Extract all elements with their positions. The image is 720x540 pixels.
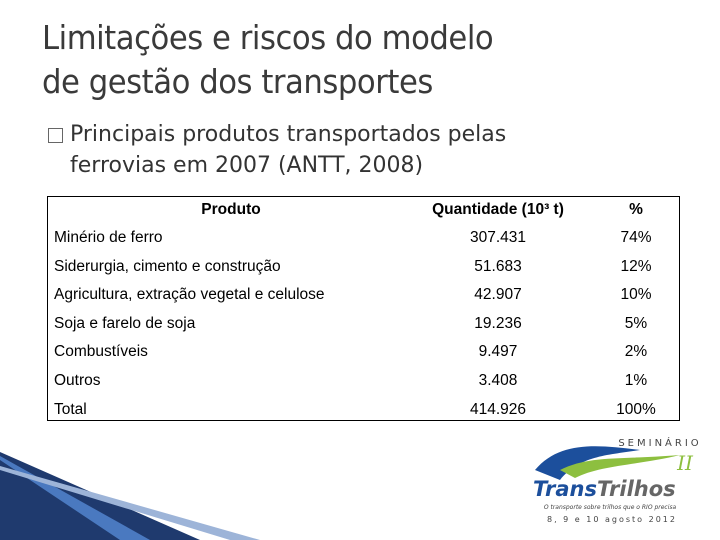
title: de gestão dos transportes — [42, 62, 433, 101]
table-cell: 74% — [620, 229, 652, 246]
logo-tagline: O transporte sobre trilhos que o RIO pre… — [544, 504, 677, 511]
table-cell: Minério de ferro — [54, 229, 163, 246]
header-cell: % — [629, 201, 643, 218]
table-cell: 12% — [620, 257, 652, 275]
table-cell: Siderurgia, cimento e construção — [54, 257, 281, 275]
header-cell: Quantidade (10³ t) — [432, 201, 564, 218]
header-cell: Produto — [201, 201, 261, 218]
table: Produto Quantidade (10³ t)% Minério de fer… — [47, 196, 680, 421]
table-cell: 51.683 — [474, 257, 522, 275]
table-cell: 9.497 — [478, 343, 518, 361]
table-cell: Total — [54, 400, 87, 418]
bullet-text: Principais produtos transportados pelas — [70, 122, 507, 147]
accent-stripe — [0, 466, 260, 540]
title: Limitações e riscos do modelo — [42, 18, 494, 57]
table-cell: 307.431 — [469, 229, 527, 246]
logo-name: TransTrilhos — [533, 477, 676, 501]
table-cell: 1% — [624, 372, 648, 389]
table-cell: 100% — [616, 400, 656, 418]
logo-swoosh — [560, 455, 680, 478]
table-cell: 42.907 — [474, 286, 522, 304]
table-cell: 414.926 — [469, 400, 527, 418]
table-cell: 10% — [620, 286, 652, 304]
logo-name-b: Trilhos — [597, 477, 676, 501]
bullet-mark — [48, 128, 63, 143]
table-cell: Agricultura, extração vegetal e celulose — [54, 286, 325, 304]
logo-top: SEMINÁRIO — [618, 436, 701, 449]
table-cell: 19.236 — [474, 314, 522, 332]
table-cell: Outros — [54, 372, 101, 389]
table-cell: 5% — [624, 314, 648, 332]
table-cell: Soja e farelo de soja — [54, 314, 196, 332]
bullet-text: ferrovias em 2007 (ANTT, 2008) — [70, 153, 424, 178]
logo-roman: II — [676, 451, 694, 475]
logo-name-a: Trans — [533, 477, 597, 501]
table-cell: Combustíveis — [54, 343, 148, 361]
logo-swoosh — [535, 446, 640, 480]
table-cell: 2% — [624, 343, 648, 361]
logo-dates: 8, 9 e 10 agosto 2012 — [547, 515, 677, 524]
table-cell: 3.408 — [478, 372, 518, 389]
